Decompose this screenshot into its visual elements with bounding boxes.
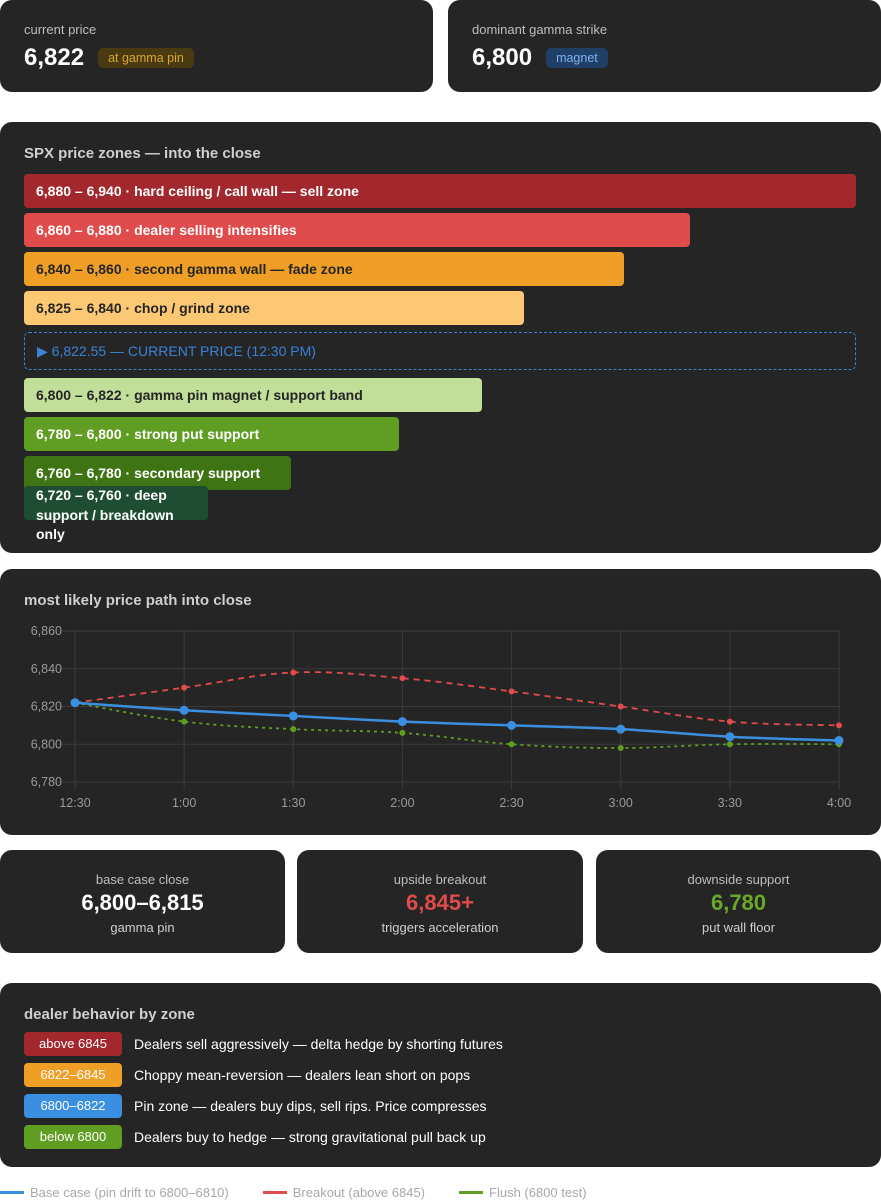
x-tick-label: 2:00	[390, 796, 414, 810]
current-price-card: current price 6,822 at gamma pin	[0, 0, 433, 92]
data-point-breakout	[617, 703, 624, 710]
data-point-base-case	[725, 732, 735, 742]
legend-label: Breakout (above 6845)	[292, 1184, 426, 1200]
y-tick-label: 6,820	[31, 700, 62, 714]
price-path-title: most likely price path into close	[24, 592, 252, 609]
data-point-breakout	[726, 718, 733, 725]
behavior-row: below 6800 Dealers buy to hedge — strong…	[24, 1125, 486, 1149]
data-point-breakout	[836, 722, 842, 729]
data-point-flush	[290, 726, 297, 733]
x-tick-label: 3:00	[609, 796, 633, 810]
data-point-base-case	[397, 717, 407, 727]
data-point-flush	[726, 741, 733, 748]
data-point-flush	[617, 745, 624, 752]
x-tick-label: 4:00	[827, 796, 851, 810]
legend-label: Flush (6800 test)	[489, 1184, 587, 1200]
zone-bar: 6,780 – 6,800 · strong put support	[24, 417, 399, 451]
behavior-tag: above 6845	[24, 1032, 122, 1056]
upside-breakout-label: upside breakout	[393, 872, 487, 887]
base-case-label: base case close	[95, 872, 190, 887]
current-price-marker: ▶ 6,822.55 — CURRENT PRICE (12:30 PM)	[24, 332, 856, 370]
series-line-base-case	[74, 701, 840, 742]
x-tick-label: 1:30	[281, 796, 305, 810]
series-line-flush	[74, 701, 840, 749]
legend-item-flush[interactable]: Flush (6800 test)	[459, 1185, 587, 1200]
behavior-tag: 6822–6845	[24, 1063, 122, 1087]
y-tick-label: 6,860	[31, 624, 62, 638]
chart-legend: Base case (pin drift to 6800–6810) Break…	[0, 1183, 621, 1200]
x-tick-label: 3:30	[718, 796, 742, 810]
zone-bar: 6,860 – 6,880 · dealer selling intensifi…	[24, 213, 690, 247]
price-zones-card: SPX price zones — into the close 6,880 –…	[0, 122, 881, 553]
downside-support-card: downside support 6,780 put wall floor	[596, 850, 881, 953]
y-tick-label: 6,780	[31, 775, 62, 789]
data-point-flush	[399, 729, 406, 736]
zone-bar: 6,760 – 6,780 · secondary support	[24, 456, 291, 490]
downside-support-value: 6,780	[710, 890, 767, 915]
data-point-base-case	[507, 720, 517, 730]
current-price-label: current price	[24, 22, 97, 37]
downside-support-label: downside support	[687, 872, 790, 887]
zone-bar: 6,825 – 6,840 · chop / grind zone	[24, 291, 524, 325]
x-tick-label: 1:00	[172, 796, 196, 810]
behavior-row: above 6845 Dealers sell aggressively — d…	[24, 1032, 503, 1056]
zone-bar: 6,840 – 6,860 · second gamma wall — fade…	[24, 252, 624, 286]
legend-swatch	[0, 1190, 24, 1194]
data-point-breakout	[290, 669, 297, 676]
zone-bar: 6,720 – 6,760 · deep support / breakdown…	[24, 486, 208, 542]
behavior-row: 6822–6845 Choppy mean-reversion — dealer…	[24, 1063, 470, 1087]
y-tick-label: 6,840	[31, 662, 62, 676]
behavior-tag: 6800–6822	[24, 1094, 122, 1118]
data-point-base-case	[288, 711, 298, 721]
behavior-text: Dealers sell aggressively — delta hedge …	[134, 1036, 503, 1052]
price-zones-title: SPX price zones — into the close	[24, 145, 261, 162]
dealer-behavior-card: dealer behavior by zone above 6845 Deale…	[0, 983, 881, 1167]
legend-item-base[interactable]: Base case (pin drift to 6800–6810)	[0, 1185, 229, 1200]
legend-swatch	[459, 1190, 484, 1194]
data-point-base-case	[616, 724, 626, 734]
data-point-flush	[508, 741, 515, 748]
price-path-card: most likely price path into close 6,860 6…	[0, 569, 881, 835]
price-path-chart: 6,860 6,840 6,820 6,800 6,780 12:30 1:00 1:30 2:…	[31, 624, 851, 810]
y-tick-label: 6,800	[31, 737, 62, 751]
gamma-pin-badge: at gamma pin	[98, 48, 194, 68]
x-tick-label: 2:30	[499, 796, 523, 810]
behavior-text: Dealers buy to hedge — strong gravitatio…	[134, 1129, 486, 1145]
data-point-breakout	[508, 688, 515, 695]
data-point-flush	[181, 718, 188, 725]
dealer-behavior-title: dealer behavior by zone	[24, 1006, 195, 1023]
zone-bar: 6,800 – 6,822 · gamma pin magnet / suppo…	[24, 378, 482, 412]
upside-breakout-value: 6,845+	[406, 890, 474, 915]
legend-item-breakout[interactable]: Breakout (above 6845)	[262, 1184, 426, 1200]
base-case-card: base case close 6,800–6,815 gamma pin	[0, 850, 285, 953]
data-point-base-case	[834, 735, 844, 745]
base-case-value: 6,800–6,815	[81, 890, 204, 915]
behavior-text: Pin zone — dealers buy dips, sell rips. …	[134, 1098, 487, 1114]
x-tick-label: 12:30	[59, 796, 90, 810]
base-case-sub: gamma pin	[110, 920, 175, 935]
behavior-text: Choppy mean-reversion — dealers lean sho…	[134, 1067, 471, 1083]
upside-breakout-card: upside breakout 6,845+ triggers accelera…	[297, 850, 583, 953]
downside-support-sub: put wall floor	[702, 920, 775, 935]
gamma-strike-label: dominant gamma strike	[472, 22, 608, 37]
behavior-row: 6800–6822 Pin zone — dealers buy dips, s…	[24, 1094, 486, 1118]
data-point-base-case	[70, 698, 80, 708]
upside-breakout-sub: triggers acceleration	[381, 920, 499, 935]
magnet-badge: magnet	[546, 48, 608, 68]
data-point-breakout	[181, 684, 188, 691]
data-point-base-case	[179, 705, 189, 715]
data-point-breakout	[399, 675, 406, 682]
gamma-strike-value: 6,800	[472, 44, 533, 71]
series-line-breakout	[74, 671, 840, 727]
legend-swatch	[262, 1190, 287, 1194]
gamma-strike-card: dominant gamma strike 6,800 magnet	[448, 0, 881, 92]
behavior-tag: below 6800	[24, 1125, 122, 1149]
current-price-value: 6,822	[24, 44, 85, 71]
zone-bar: 6,880 – 6,940 · hard ceiling / call wall…	[24, 174, 856, 208]
legend-label: Base case (pin drift to 6800–6810)	[30, 1184, 229, 1200]
